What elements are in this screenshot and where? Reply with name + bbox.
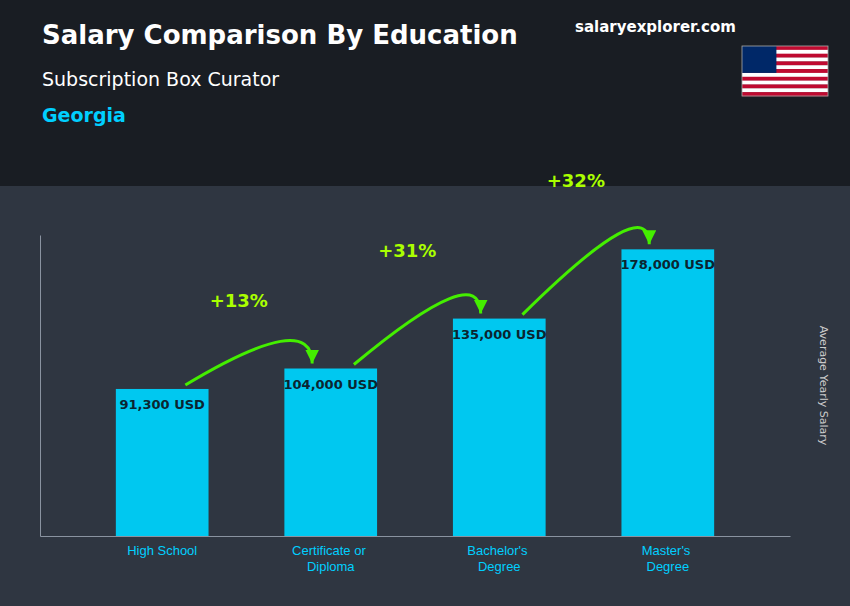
annotations: +13% +31% +32% [185,170,649,385]
x-tick-label-line: Degree [478,559,521,574]
badge: salaryexplorer.com [575,18,736,36]
data-label: 135,000 USD [452,327,547,342]
x-tick: Bachelor's Degree [467,536,531,574]
pct-label: +13% [210,290,268,311]
x-tick: Certificate or Diploma [292,536,369,574]
x-tick-label-line: Degree [646,559,689,574]
flag-stripe [742,84,828,88]
y-axis [40,236,41,537]
data-label: 104,000 USD [284,377,379,392]
chart: Salary Comparison By Education Subscripti… [0,0,850,606]
pct-label: +31% [378,240,436,261]
flag-stripe [742,88,828,92]
data-labels: 91,300 USD 104,000 USD 135,000 USD 178,000 … [119,257,715,412]
x-tick-label: High School [127,543,197,558]
data-label: 178,000 USD [621,257,716,272]
header-panel [0,0,850,186]
background [0,0,850,606]
flag-canton [742,46,776,73]
bar [116,389,209,536]
x-tick: High School [127,536,197,558]
x-axis: High School Certificate or Diploma Bachelo… [41,536,791,574]
x-tick-label-line: Master's [642,543,694,558]
x-tick-label: Master's Degree [642,543,694,574]
flag [742,46,828,96]
x-tick: Master's Degree [642,536,694,574]
x-tick-label-line: High School [127,543,197,558]
x-tick-label-line: Certificate or [292,543,369,558]
y-axis-line [40,236,41,537]
arrow [354,295,481,365]
x-tick-label: Certificate or Diploma [292,543,369,574]
subtitle: Subscription Box Curator [42,68,279,90]
location: Georgia [42,104,126,126]
arrow [522,228,649,315]
x-tick-label: Bachelor's Degree [467,543,531,574]
x-tick-label-line: Bachelor's [467,543,531,558]
pct-label: +32% [547,170,605,191]
x-tick-label-line: Diploma [307,559,355,574]
title: Salary Comparison By Education [42,20,518,50]
flag-stripe [742,73,828,77]
y-axis-title: Average Yearly Salary [817,326,830,446]
data-label: 91,300 USD [119,397,205,412]
bars [116,249,714,536]
flag-stripe [742,81,828,85]
bar [453,319,546,536]
x-axis-line [41,536,791,537]
flag-stripe [742,77,828,81]
arrow [185,340,312,384]
bar [284,369,377,536]
bar [621,249,714,536]
flag-border [742,46,828,96]
